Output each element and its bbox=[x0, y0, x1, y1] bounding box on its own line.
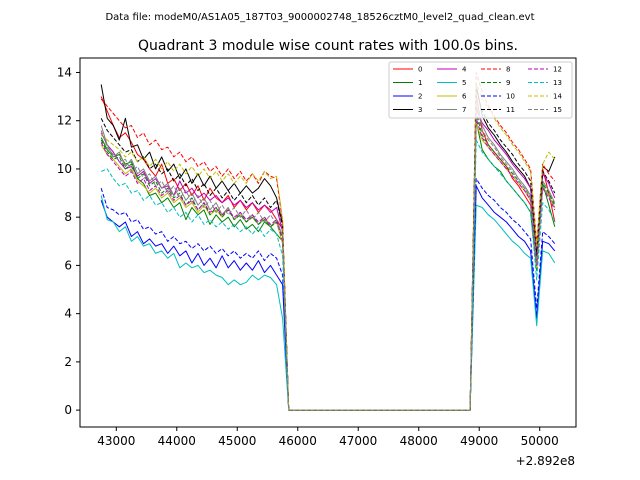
x-tick-label: 46000 bbox=[279, 434, 317, 448]
legend-label-6: 6 bbox=[462, 93, 467, 101]
series-line-2 bbox=[100, 185, 556, 411]
x-tick-label: 48000 bbox=[400, 434, 438, 448]
data-file-suptitle: Data file: modeM0/AS1A05_187T03_90000027… bbox=[105, 12, 534, 23]
legend-box bbox=[388, 61, 573, 119]
legend-label-7: 7 bbox=[462, 106, 466, 114]
chart-title: Quadrant 3 module wise count rates with … bbox=[138, 38, 518, 54]
x-axis: 43000 44000 45000 46000 47000 48000 49000 50000 bbox=[97, 427, 559, 448]
y-tick-label: 8 bbox=[64, 210, 72, 224]
y-tick-label: 14 bbox=[57, 65, 72, 79]
x-tick-label: 43000 bbox=[97, 434, 135, 448]
y-tick-label: 6 bbox=[64, 258, 72, 272]
x-tick-label: 49000 bbox=[460, 434, 498, 448]
legend-label-15: 15 bbox=[553, 106, 562, 114]
series-line-15 bbox=[100, 110, 556, 411]
legend-label-1: 1 bbox=[418, 79, 422, 87]
series-line-13 bbox=[101, 139, 556, 411]
legend-label-2: 2 bbox=[418, 93, 422, 101]
series-line-12 bbox=[100, 117, 556, 411]
x-axis-offset-label: +2.892e8 bbox=[516, 454, 575, 468]
legend-label-9: 9 bbox=[506, 79, 510, 87]
legend-label-14: 14 bbox=[553, 93, 562, 101]
x-tick-label: 47000 bbox=[339, 434, 377, 448]
legend-label-4: 4 bbox=[462, 66, 467, 74]
legend-label-11: 11 bbox=[506, 106, 515, 114]
y-tick-label: 12 bbox=[57, 114, 72, 128]
series-layer bbox=[100, 72, 556, 411]
y-tick-label: 2 bbox=[64, 355, 72, 369]
series-line-3 bbox=[100, 84, 556, 411]
y-tick-label: 10 bbox=[57, 162, 72, 176]
x-tick-label: 44000 bbox=[158, 434, 196, 448]
legend-label-8: 8 bbox=[506, 66, 510, 74]
series-line-14 bbox=[100, 81, 556, 411]
x-tick-label: 50000 bbox=[521, 434, 559, 448]
legend-label-0: 0 bbox=[418, 66, 422, 74]
series-line-11 bbox=[100, 88, 556, 411]
legend-label-12: 12 bbox=[553, 66, 562, 74]
y-tick-label: 4 bbox=[64, 307, 72, 321]
series-line-4 bbox=[100, 108, 556, 411]
legend-label-13: 13 bbox=[553, 79, 562, 87]
plot-frame bbox=[79, 57, 577, 428]
y-axis: 0 2 4 6 8 10 12 14 bbox=[57, 65, 80, 417]
legend-label-3: 3 bbox=[418, 106, 422, 114]
series-line-5 bbox=[100, 195, 556, 411]
series-line-6 bbox=[100, 122, 556, 411]
x-tick-label: 45000 bbox=[218, 434, 256, 448]
legend-label-10: 10 bbox=[506, 93, 515, 101]
y-tick-label: 0 bbox=[64, 403, 72, 417]
legend-label-5: 5 bbox=[462, 79, 466, 87]
series-line-8 bbox=[100, 72, 556, 411]
